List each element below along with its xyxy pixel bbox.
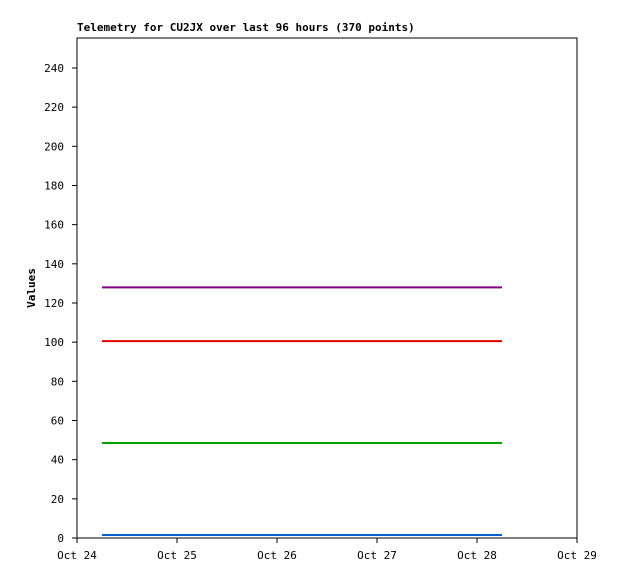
y-tick-label: 0	[57, 532, 64, 545]
y-tick-label: 180	[44, 179, 64, 192]
y-tick-label: 120	[44, 297, 64, 310]
x-tick-label: Oct 25	[157, 549, 197, 562]
y-tick-label: 80	[51, 375, 64, 388]
x-tick-label: Oct 24	[57, 549, 97, 562]
x-tick-label: Oct 27	[357, 549, 397, 562]
x-tick-label: Oct 29	[557, 549, 597, 562]
y-axis-label: Values	[25, 268, 38, 308]
y-tick-label: 240	[44, 62, 64, 75]
y-tick-label: 20	[51, 493, 64, 506]
y-tick-label: 200	[44, 140, 64, 153]
y-tick-label: 100	[44, 336, 64, 349]
y-tick-label: 40	[51, 454, 64, 467]
y-tick-label: 140	[44, 258, 64, 271]
x-tick-label: Oct 28	[457, 549, 497, 562]
x-tick-label: Oct 26	[257, 549, 297, 562]
y-tick-label: 220	[44, 101, 64, 114]
y-tick-label: 60	[51, 414, 64, 427]
plot-frame	[76, 37, 578, 539]
y-tick-label: 160	[44, 219, 64, 232]
chart-title: Telemetry for CU2JX over last 96 hours (…	[77, 21, 415, 34]
